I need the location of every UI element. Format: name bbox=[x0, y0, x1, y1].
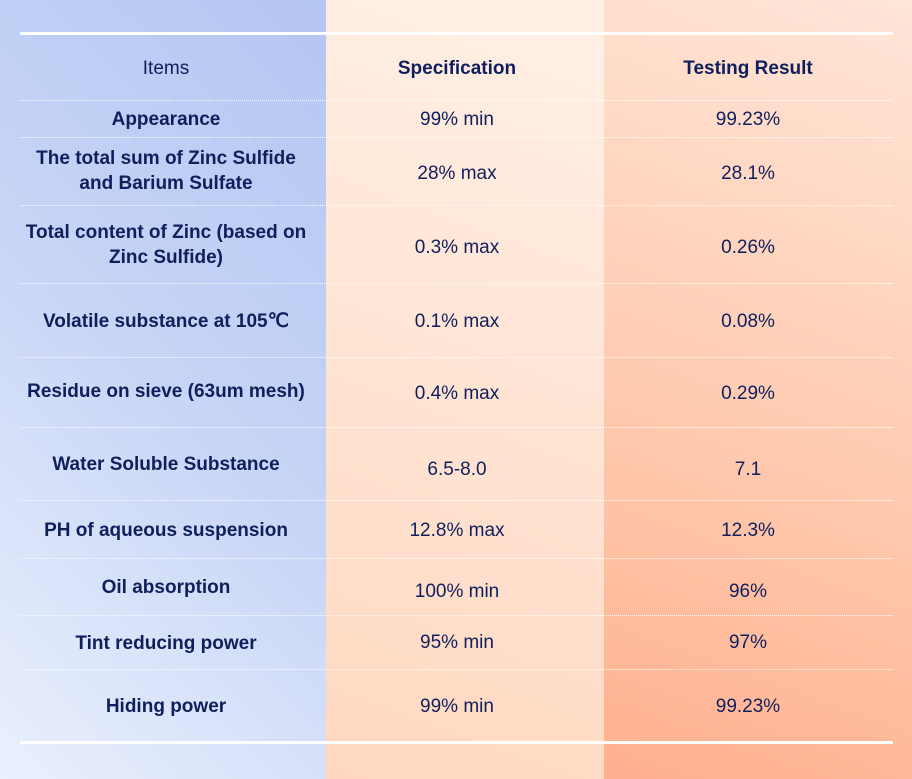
row-item: Hiding power bbox=[105, 695, 227, 717]
row-result: 0.29% bbox=[721, 382, 775, 404]
row-spec: 0.3% max bbox=[414, 236, 500, 258]
row-divider bbox=[20, 427, 893, 428]
row-item: The total sum of Zinc Sulfide and Barium… bbox=[36, 148, 296, 194]
row-item: Tint reducing power bbox=[75, 632, 257, 654]
header-items: Items bbox=[142, 57, 190, 79]
row-item: Volatile substance at 105℃ bbox=[43, 310, 289, 332]
row-item: Total content of Zinc (based on Zinc Sul… bbox=[25, 222, 307, 268]
row-divider bbox=[20, 669, 893, 670]
row-spec: 0.4% max bbox=[414, 382, 500, 404]
testing-result-column-background bbox=[604, 0, 912, 779]
row-item: Appearance bbox=[111, 108, 221, 130]
items-column-background bbox=[0, 0, 326, 779]
row-result: 97% bbox=[728, 631, 768, 653]
specification-column-background bbox=[326, 0, 604, 779]
row-spec: 12.8% max bbox=[409, 519, 505, 541]
row-result: 99.23% bbox=[715, 108, 781, 130]
row-divider bbox=[20, 500, 893, 501]
row-result: 99.23% bbox=[715, 695, 781, 717]
row-item: PH of aqueous suspension bbox=[44, 519, 288, 541]
row-result: 0.26% bbox=[721, 236, 775, 258]
row-result: 96% bbox=[728, 580, 768, 602]
row-divider bbox=[20, 100, 893, 101]
row-spec: 0.1% max bbox=[414, 310, 500, 332]
table-bottom-rule bbox=[20, 741, 893, 744]
row-result: 0.08% bbox=[721, 310, 775, 332]
table-top-rule bbox=[20, 32, 893, 35]
row-item: Residue on sieve (63um mesh) bbox=[27, 380, 305, 402]
row-divider bbox=[20, 357, 893, 358]
row-spec: 99% min bbox=[420, 108, 494, 130]
row-divider bbox=[20, 137, 893, 138]
row-divider bbox=[20, 615, 893, 616]
row-spec: 99% min bbox=[420, 695, 494, 717]
row-divider bbox=[20, 283, 893, 284]
header-testing-result: Testing Result bbox=[683, 57, 813, 79]
header-specification: Specification bbox=[397, 57, 517, 79]
row-item: Water Soluble Substance bbox=[52, 453, 280, 475]
row-item: Oil absorption bbox=[101, 576, 231, 598]
row-result: 12.3% bbox=[721, 519, 775, 541]
row-spec: 95% min bbox=[420, 631, 494, 653]
row-divider bbox=[20, 205, 893, 206]
row-spec: 100% min bbox=[414, 580, 500, 602]
row-result: 7.1 bbox=[734, 458, 762, 480]
row-result: 28.1% bbox=[721, 162, 775, 184]
row-spec: 28% max bbox=[417, 162, 497, 184]
row-spec: 6.5-8.0 bbox=[427, 458, 487, 480]
row-divider bbox=[20, 558, 893, 559]
